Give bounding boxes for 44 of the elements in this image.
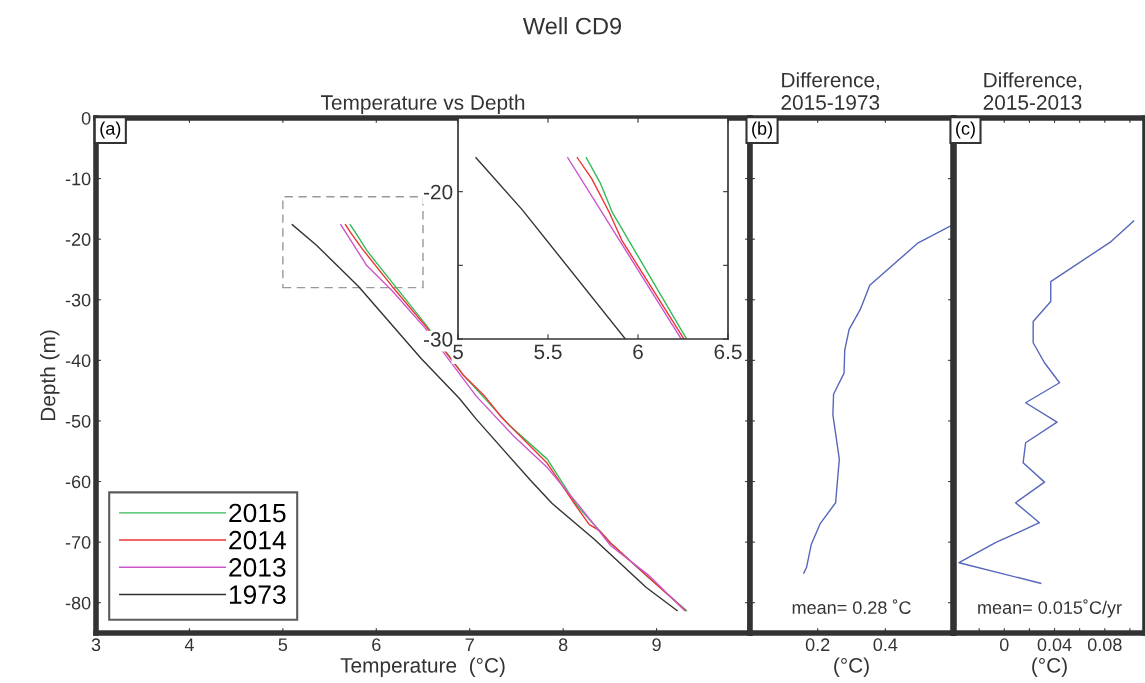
x-tick-label: 7 xyxy=(465,638,474,651)
x-tick-label: 5 xyxy=(453,344,463,360)
legend-label: 1973 xyxy=(229,585,286,605)
y-tick-label: -30 xyxy=(423,332,453,347)
x-axis-title: (°C) xyxy=(1032,657,1067,677)
legend-label: 2013 xyxy=(229,558,286,577)
x-axis-title: (°C) xyxy=(834,657,869,677)
x-tick-label: 0.04 xyxy=(1037,638,1072,652)
x-tick-label: 4 xyxy=(184,638,194,651)
annotation: (a) xyxy=(100,121,121,139)
legend-label: 2014 xyxy=(229,530,286,550)
x-tick-label: 0.2 xyxy=(805,638,830,652)
x-tick-label: 8 xyxy=(558,638,568,652)
x-tick-label: 5.5 xyxy=(534,344,562,360)
x-tick-label: 0 xyxy=(999,638,1009,652)
y-tick-label: -10 xyxy=(65,172,91,186)
y-tick-label: -20 xyxy=(423,184,453,200)
chart-title: Difference, 2015-1973 xyxy=(781,72,880,110)
x-tick-label: 5 xyxy=(278,638,288,652)
y-tick-label: 0 xyxy=(81,111,91,125)
x-tick-label: 3 xyxy=(91,638,101,652)
x-tick-label: 6 xyxy=(633,344,643,360)
y-tick-label: -20 xyxy=(65,233,91,246)
y-tick-label: -30 xyxy=(65,293,91,307)
annotation: (b) xyxy=(752,121,772,139)
chart-title: Difference, 2015-2013 xyxy=(983,72,1082,110)
x-tick-label: 9 xyxy=(652,638,661,652)
chart-subtitle: Temperature vs Depth xyxy=(321,94,525,114)
y-tick-label: -60 xyxy=(65,475,91,489)
annotation: mean= 0.015˚C/yr xyxy=(978,599,1122,618)
x-axis-title: Temperature (°C) xyxy=(340,657,505,677)
y-tick-label: -80 xyxy=(65,596,91,610)
annotation: mean= 0.28 ˚C xyxy=(792,599,911,614)
y-axis-title: Depth (m) xyxy=(40,330,60,421)
chart-title: Well CD9 xyxy=(522,17,622,35)
x-tick-label: 0.4 xyxy=(873,638,898,652)
y-tick-label: -50 xyxy=(65,414,91,428)
y-tick-label: -70 xyxy=(65,536,91,549)
x-tick-label: 0.08 xyxy=(1087,638,1122,652)
x-tick-label: 6.5 xyxy=(714,344,742,360)
y-tick-label: -40 xyxy=(65,354,91,368)
legend-label: 2015 xyxy=(229,503,286,523)
annotation: (c) xyxy=(956,121,975,139)
x-tick-label: 6 xyxy=(372,638,381,652)
